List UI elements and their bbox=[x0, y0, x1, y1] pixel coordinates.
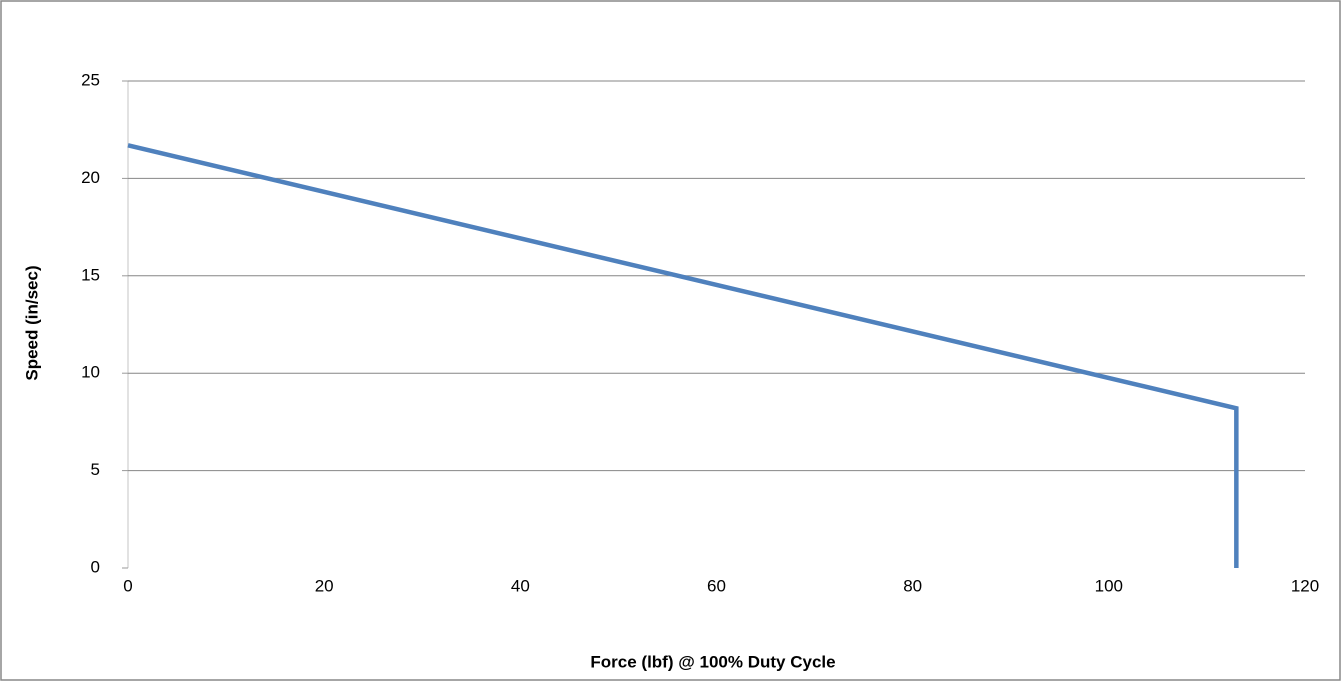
x-tick-label: 100 bbox=[1095, 576, 1123, 595]
y-axis-title: Speed (in/sec) bbox=[22, 265, 41, 380]
y-tick-label: 5 bbox=[91, 460, 100, 479]
y-tick-label: 15 bbox=[81, 265, 100, 284]
x-tick-label: 20 bbox=[315, 576, 334, 595]
x-tick-label: 120 bbox=[1291, 576, 1319, 595]
x-axis-title: Force (lbf) @ 100% Duty Cycle bbox=[590, 652, 835, 671]
y-tick-label: 10 bbox=[81, 363, 100, 382]
y-tick-label: 0 bbox=[91, 557, 100, 576]
x-tick-label: 80 bbox=[903, 576, 922, 595]
x-tick-label: 0 bbox=[123, 576, 132, 595]
x-tick-label: 40 bbox=[511, 576, 530, 595]
x-tick-label: 60 bbox=[707, 576, 726, 595]
data-line bbox=[127, 143, 1239, 568]
y-tick-label: 25 bbox=[81, 70, 100, 89]
y-tick-label: 20 bbox=[81, 168, 100, 187]
